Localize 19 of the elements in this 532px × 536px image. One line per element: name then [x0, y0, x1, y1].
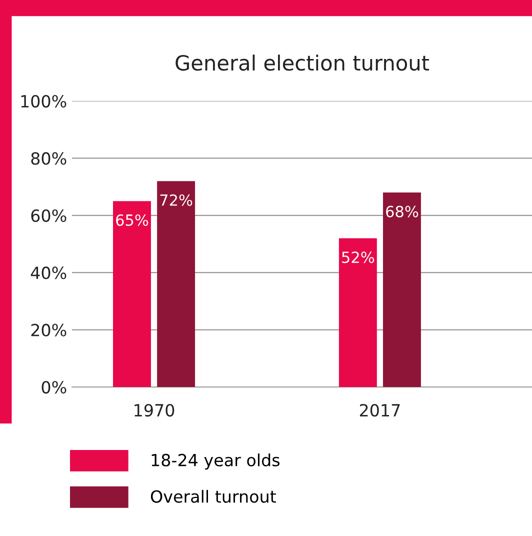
x-tick-label: 2017: [360, 404, 400, 417]
y-tick-label: 40%: [30, 266, 66, 280]
bar: [157, 181, 196, 387]
y-tick-label: 100%: [21, 94, 66, 108]
y-tick-label: 0%: [42, 380, 66, 394]
x-tick-label: 1970: [134, 404, 174, 417]
legend-label: 18-24 year olds: [152, 454, 280, 470]
y-tick-label: 80%: [31, 152, 66, 165]
data-label: 68%: [386, 206, 418, 218]
chart-title: General election turnout: [176, 54, 430, 71]
bar: [382, 192, 421, 387]
legend-label: Overall turnout: [150, 490, 276, 503]
bar: [113, 201, 151, 387]
bar: [338, 238, 377, 387]
data-label: 52%: [342, 252, 374, 264]
data-label: 72%: [160, 194, 192, 206]
y-tick-label: 20%: [31, 324, 66, 336]
y-tick-label: 60%: [31, 209, 66, 222]
data-label: 65%: [116, 214, 148, 226]
